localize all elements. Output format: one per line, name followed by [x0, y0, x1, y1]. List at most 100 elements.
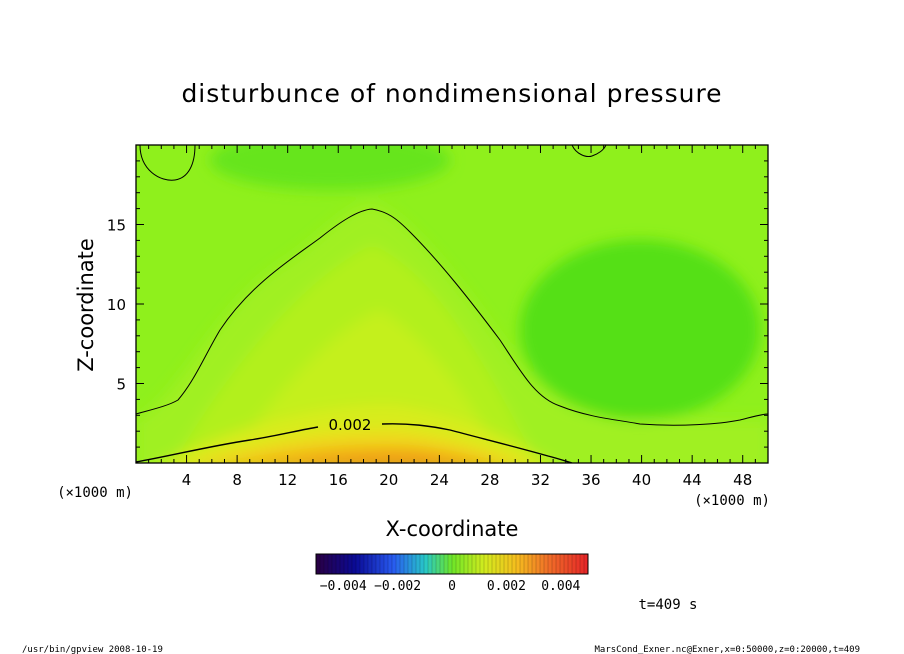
colorbar-cell: [376, 554, 381, 574]
colorbar-cell: [492, 554, 497, 574]
colorbar-cell: [324, 554, 329, 574]
x-axis-units-right: (×1000 m): [694, 493, 770, 509]
time-label: t=409 s: [638, 597, 697, 613]
colorbar-cell: [384, 554, 389, 574]
x-tick-label: 36: [581, 471, 600, 489]
colorbar-cell: [532, 554, 537, 574]
chart-title: disturbunce of nondimensional pressure: [181, 79, 722, 108]
colorbar-cell: [468, 554, 473, 574]
contour-line-0002-left: [136, 426, 319, 463]
colorbar-cell: [576, 554, 581, 574]
colorbar-cell: [436, 554, 441, 574]
field-low-top: [210, 145, 450, 190]
x-tick-label: 24: [430, 471, 449, 489]
colorbar-cell: [448, 554, 453, 574]
x-tick-label: 32: [531, 471, 550, 489]
colorbar-cell: [424, 554, 429, 574]
colorbar-cell: [500, 554, 505, 574]
colorbar-cell: [352, 554, 357, 574]
colorbar-cell: [444, 554, 449, 574]
colorbar-cell: [544, 554, 549, 574]
y-axis-label: Z-coordinate: [74, 238, 98, 372]
y-tick-label: 5: [116, 376, 126, 394]
x-tick-label: 4: [182, 471, 192, 489]
colorbar-cell: [412, 554, 417, 574]
colorbar-cell: [380, 554, 385, 574]
x-tick-label: 48: [733, 471, 752, 489]
colorbar-cell: [520, 554, 525, 574]
colorbar-cell: [524, 554, 529, 574]
x-tick-label: 16: [329, 471, 348, 489]
contour-line-corner-right: [571, 145, 607, 157]
colorbar-cell: [512, 554, 517, 574]
colorbar-cell: [568, 554, 573, 574]
colorbar-cell: [572, 554, 577, 574]
colorbar-cell: [328, 554, 333, 574]
colorbar-cell: [516, 554, 521, 574]
colorbar-cell: [432, 554, 437, 574]
field-high-4: [299, 455, 461, 463]
colorbar-cell: [536, 554, 541, 574]
colorbar-cell: [496, 554, 501, 574]
x-tick-label: 28: [480, 471, 499, 489]
colorbar-cell: [508, 554, 513, 574]
colorbar-cell: [336, 554, 341, 574]
contour-line-0002-right: [381, 423, 573, 463]
colorbar: [315, 553, 589, 575]
colorbar-ticks: −0.004 −0.002 0 0.002 0.004: [320, 579, 581, 594]
x-axis-units-left: (×1000 m): [57, 485, 133, 501]
colorbar-cell: [548, 554, 553, 574]
colorbar-tick-label: 0: [448, 579, 456, 594]
colorbar-cell: [392, 554, 397, 574]
x-tick-label: 40: [632, 471, 651, 489]
colorbar-cell: [320, 554, 325, 574]
colorbar-cell: [388, 554, 393, 574]
colorbar-cell: [332, 554, 337, 574]
colorbar-cell: [408, 554, 413, 574]
colorbar-cell: [372, 554, 377, 574]
colorbar-cell: [464, 554, 469, 574]
colorbar-cell: [368, 554, 373, 574]
colorbar-cell: [360, 554, 365, 574]
colorbar-cell: [504, 554, 509, 574]
colorbar-cell: [340, 554, 345, 574]
contour-line-corner-left: [139, 145, 196, 181]
colorbar-cell: [356, 554, 361, 574]
y-axis: 5 10 15: [107, 144, 768, 464]
colorbar-cell: [488, 554, 493, 574]
colorbar-cell: [580, 554, 585, 574]
x-tick-label: 44: [683, 471, 702, 489]
colorbar-cell: [420, 554, 425, 574]
colorbar-cell: [560, 554, 565, 574]
colorbar-cell: [404, 554, 409, 574]
colorbar-cell: [364, 554, 369, 574]
colorbar-cell: [552, 554, 557, 574]
footer-left: /usr/bin/gpview 2008-10-19: [22, 645, 163, 654]
colorbar-cell: [400, 554, 405, 574]
colorbar-cell: [484, 554, 489, 574]
colorbar-tick-label: 0.004: [541, 579, 580, 594]
colorbar-cell: [584, 554, 589, 574]
x-tick-label: 12: [278, 471, 297, 489]
colorbar-cell: [416, 554, 421, 574]
colorbar-frame: [315, 553, 589, 575]
field-low-center: [520, 240, 760, 420]
colorbar-cell: [452, 554, 457, 574]
x-axis: 4 8 12 16 20 24 28 32 36 40 44 48: [135, 145, 769, 489]
colorbar-cell: [480, 554, 485, 574]
colorbar-cell: [396, 554, 401, 574]
colorbar-cell: [564, 554, 569, 574]
contour-label: 0.002: [329, 416, 372, 434]
colorbar-cell: [348, 554, 353, 574]
colorbar-tick-label: −0.004: [320, 579, 367, 594]
footer-right: MarsCond_Exner.nc@Exner,x=0:50000,z=0:20…: [594, 645, 860, 654]
x-tick-label: 8: [232, 471, 242, 489]
colorbar-cell: [472, 554, 477, 574]
y-tick-label: 15: [107, 217, 126, 235]
colorbar-cell: [440, 554, 445, 574]
colorbar-cell: [556, 554, 561, 574]
colorbar-cell: [316, 554, 321, 574]
x-axis-label: X-coordinate: [386, 517, 519, 541]
colorbar-cell: [456, 554, 461, 574]
